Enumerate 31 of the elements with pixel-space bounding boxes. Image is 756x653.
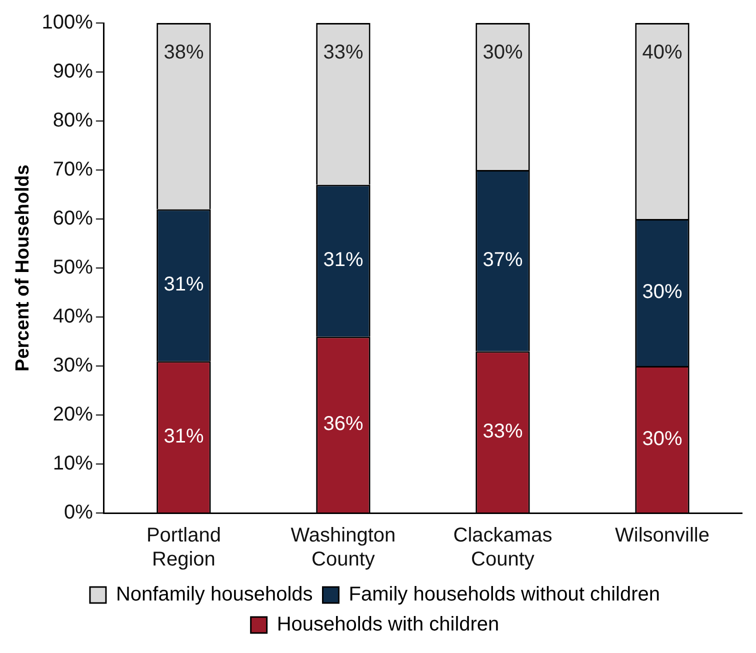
data-label: 30%: [482, 42, 523, 64]
data-label: 38%: [164, 42, 204, 64]
data-label: 37%: [482, 249, 523, 272]
data-label: 30%: [642, 428, 682, 450]
y-tick-label: 50%: [52, 256, 94, 279]
data-label: 30%: [642, 281, 682, 304]
data-label: 31%: [164, 274, 204, 296]
data-label: 40%: [642, 42, 682, 64]
x-tick-label: Clackamas County: [453, 524, 552, 571]
y-tick-label: 20%: [52, 404, 94, 426]
data-label: 36%: [323, 413, 364, 436]
y-tick-label: 0%: [64, 502, 94, 524]
data-label: 33%: [482, 420, 523, 442]
y-tick-label: 40%: [52, 306, 94, 328]
y-tick-label: 10%: [52, 452, 94, 475]
legend-label: Nonfamily households: [116, 584, 313, 606]
x-tick-label: Portland Region: [146, 524, 221, 571]
y-tick-label: 100%: [42, 12, 94, 34]
x-tick-label: Washington County: [290, 524, 396, 571]
y-tick-label: 30%: [52, 354, 94, 377]
y-tick-label: 80%: [52, 110, 94, 132]
data-label: 33%: [323, 42, 364, 64]
data-label: 31%: [323, 249, 364, 272]
y-tick-label: 90%: [52, 60, 94, 83]
data-label: 31%: [164, 425, 204, 448]
y-tick-label: 60%: [52, 208, 94, 230]
legend-label: Family households without children: [348, 584, 660, 606]
y-axis-title: Percent of Households: [12, 164, 34, 372]
legend-label: Households with children: [276, 614, 500, 636]
y-tick-label: 70%: [52, 158, 94, 181]
x-tick-label: Wilsonville: [615, 524, 710, 547]
